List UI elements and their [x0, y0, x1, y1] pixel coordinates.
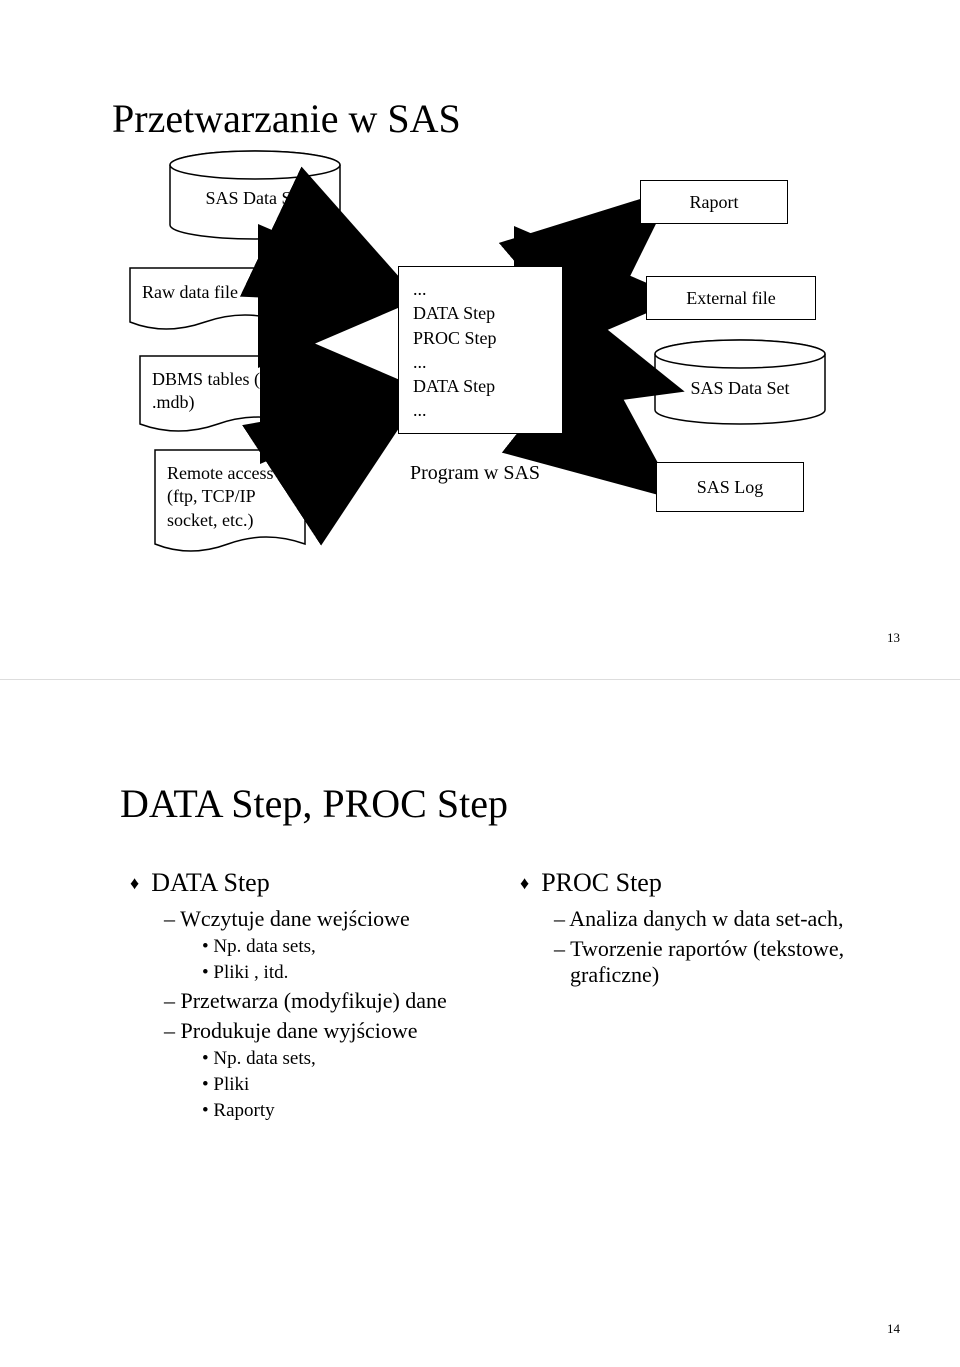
right-d1: Analiza danych w data set-ach, — [554, 906, 870, 932]
right-column: PROC Step Analiza danych w data set-ach,… — [520, 868, 870, 1122]
left-head: DATA Step — [130, 868, 480, 898]
slide-1: Przetwarzanie w SAS — [0, 0, 960, 680]
slide2-title: DATA Step, PROC Step — [120, 780, 508, 827]
left-b4: Pliki — [202, 1074, 480, 1096]
arrow-in-4 — [305, 413, 392, 470]
prog-l1: DATA Step — [413, 301, 548, 325]
left-b3: Np. data sets, — [202, 1048, 480, 1070]
program-box: ... DATA Step PROC Step ... DATA Step ..… — [398, 266, 563, 434]
arrow-out-1 — [564, 212, 646, 282]
right-head: PROC Step — [520, 868, 870, 898]
prog-l3: ... — [413, 350, 548, 374]
slide1-title: Przetwarzanie w SAS — [112, 95, 461, 142]
left-d1: Wczytuje dane wejściowe — [164, 906, 480, 932]
prog-l2: PROC Step — [413, 326, 548, 350]
left-d3: Produkuje dane wyjściowe — [164, 1018, 480, 1044]
left-b1: Np. data sets, — [202, 936, 480, 958]
external-box: External file — [646, 276, 816, 320]
arrow-out-3 — [564, 358, 650, 382]
log-box: SAS Log — [656, 462, 804, 512]
left-column: DATA Step Wczytuje dane wejściowe Np. da… — [130, 868, 480, 1122]
prog-l0: ... — [413, 277, 548, 301]
sas-in-label: SAS Data Set — [175, 188, 335, 209]
left-d2: Przetwarza (modyfikuje) dane — [164, 988, 480, 1014]
slide-2: DATA Step, PROC Step DATA Step Wczytuje … — [0, 680, 960, 1367]
prog-l5: ... — [413, 398, 548, 422]
page-number-1: 13 — [887, 630, 900, 646]
raw-label: Raw data file — [142, 282, 238, 303]
arrow-out-4 — [564, 410, 650, 478]
raport-box: Raport — [640, 180, 788, 224]
prog-l4: DATA Step — [413, 374, 548, 398]
dbms-label: DBMS tables (e.g., .mdb) — [152, 368, 292, 415]
arrow-in-1 — [280, 236, 390, 288]
left-b2: Pliki , itd. — [202, 962, 480, 984]
external-label: External file — [686, 286, 775, 310]
page-number-2: 14 — [887, 1321, 900, 1337]
sas-out-label: SAS Data Set — [660, 378, 820, 399]
raport-label: Raport — [690, 190, 739, 214]
program-caption: Program w SAS — [410, 462, 540, 485]
left-b5: Raporty — [202, 1100, 480, 1122]
remote-label: Remote access (ftp, TCP/IP socket, etc.) — [167, 462, 297, 532]
right-d2: Tworzenie raportów (tekstowe, graficzne) — [554, 936, 870, 988]
log-label: SAS Log — [697, 475, 764, 499]
